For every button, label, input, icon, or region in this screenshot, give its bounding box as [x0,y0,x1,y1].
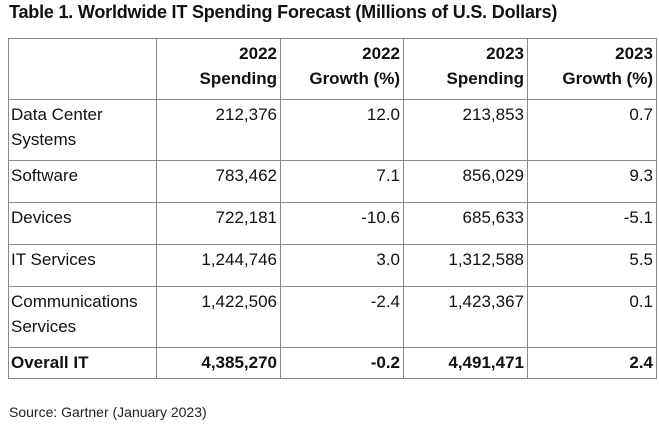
header-metric: Spending [199,69,277,88]
cell-2022-spending: 783,462 [156,160,281,203]
it-spending-table: 2022 Spending 2022 Growth (%) 2023 Spend… [8,38,657,379]
cell-2023-growth: 0.1 [527,286,657,348]
cell-2022-spending: 1,422,506 [156,286,281,348]
header-cell-2022-spending: 2022 Spending [156,38,281,100]
cell-2022-spending: 1,244,746 [156,244,281,287]
total-2023-growth: 2.4 [527,347,657,379]
table-row: Devices 722,181 -10.6 685,633 -5.1 [8,202,657,245]
cell-2022-growth: 3.0 [280,244,404,287]
header-metric: Spending [446,69,524,88]
cell-2022-growth: 7.1 [280,160,404,203]
cell-2023-spending: 213,853 [403,99,528,161]
cell-2022-spending: 722,181 [156,202,281,245]
header-year: 2022 [239,44,277,63]
table-row: Software 783,462 7.1 856,029 9.3 [8,160,657,203]
header-year: 2022 [362,44,400,63]
cell-2023-spending: 685,633 [403,202,528,245]
header-row: 2022 Spending 2022 Growth (%) 2023 Spend… [8,38,657,100]
table-title: Table 1. Worldwide IT Spending Forecast … [9,2,558,22]
table-row: Communications Services 1,422,506 -2.4 1… [8,286,657,348]
header-metric: Growth (%) [309,69,400,88]
source-note: Source: Gartner (January 2023) [9,404,207,420]
total-2022-growth: -0.2 [280,347,404,379]
table-row: Data Center Systems 212,376 12.0 213,853… [8,99,657,161]
total-label: Overall IT [8,347,157,379]
header-year: 2023 [486,44,524,63]
row-label: Software [8,160,157,203]
header-cell-2023-spending: 2023 Spending [403,38,528,100]
header-cell-category [8,38,157,100]
cell-2023-spending: 1,423,367 [403,286,528,348]
cell-2023-growth: 9.3 [527,160,657,203]
total-row: Overall IT 4,385,270 -0.2 4,491,471 2.4 [8,347,657,379]
header-cell-2022-growth: 2022 Growth (%) [280,38,404,100]
cell-2022-growth: 12.0 [280,99,404,161]
cell-2023-growth: 0.7 [527,99,657,161]
cell-2023-growth: -5.1 [527,202,657,245]
cell-2022-spending: 212,376 [156,99,281,161]
total-2023-spending: 4,491,471 [403,347,528,379]
row-label: Data Center Systems [8,99,157,161]
table-row: IT Services 1,244,746 3.0 1,312,588 5.5 [8,244,657,287]
row-label: Devices [8,202,157,245]
header-metric: Growth (%) [562,69,653,88]
cell-2023-spending: 856,029 [403,160,528,203]
header-year: 2023 [615,44,653,63]
header-cell-2023-growth: 2023 Growth (%) [527,38,657,100]
cell-2023-growth: 5.5 [527,244,657,287]
row-label: Communications Services [8,286,157,348]
cell-2023-spending: 1,312,588 [403,244,528,287]
total-2022-spending: 4,385,270 [156,347,281,379]
cell-2022-growth: -2.4 [280,286,404,348]
cell-2022-growth: -10.6 [280,202,404,245]
row-label: IT Services [8,244,157,287]
